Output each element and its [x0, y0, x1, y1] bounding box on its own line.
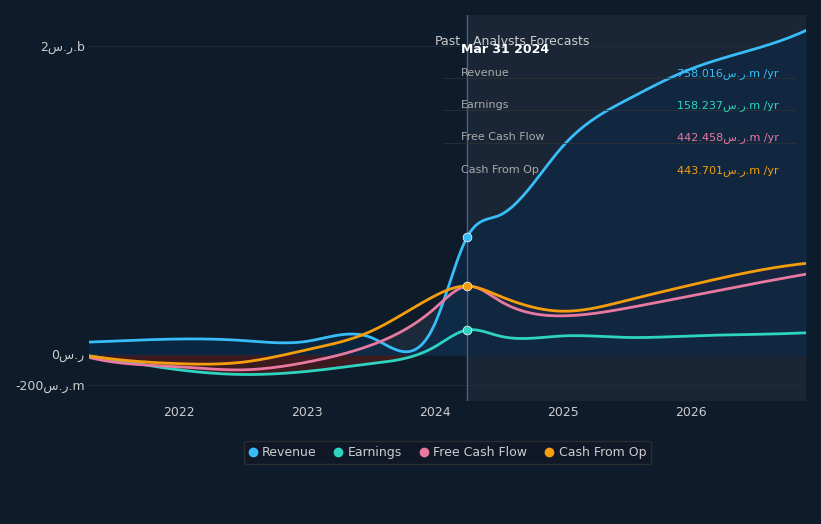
- Bar: [467, 15, 806, 401]
- Text: Past: Past: [434, 35, 461, 48]
- Text: 442.458س.ر.m /yr: 442.458س.ر.m /yr: [677, 133, 779, 144]
- Point: [461, 233, 474, 242]
- Text: Free Cash Flow: Free Cash Flow: [461, 133, 544, 143]
- Text: 758.016س.ر.m /yr: 758.016س.ر.m /yr: [677, 68, 779, 79]
- Text: Analysts Forecasts: Analysts Forecasts: [474, 35, 589, 48]
- Text: Mar 31 2024: Mar 31 2024: [461, 43, 549, 56]
- Text: 443.701س.ر.m /yr: 443.701س.ر.m /yr: [677, 165, 779, 176]
- Text: Revenue: Revenue: [461, 68, 510, 78]
- Text: Cash From Op: Cash From Op: [461, 165, 539, 174]
- Legend: Revenue, Earnings, Free Cash Flow, Cash From Op: Revenue, Earnings, Free Cash Flow, Cash …: [245, 441, 651, 464]
- Point: [461, 282, 474, 290]
- Text: 158.237س.ر.m /yr: 158.237س.ر.m /yr: [677, 100, 779, 111]
- Text: Earnings: Earnings: [461, 100, 510, 110]
- Point: [461, 326, 474, 334]
